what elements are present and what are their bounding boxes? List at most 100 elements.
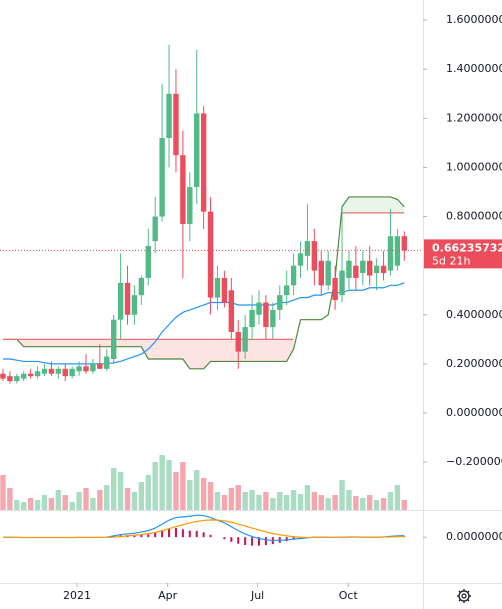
- candle-body: [166, 93, 172, 138]
- cloud: [51, 339, 59, 347]
- volume-bar: [131, 492, 138, 510]
- candle-body: [325, 260, 331, 286]
- candle-body: [242, 327, 248, 352]
- cloud: [196, 339, 204, 369]
- volume-bar: [297, 494, 304, 510]
- cloud: [265, 339, 273, 362]
- cloud: [259, 339, 266, 362]
- volume-bar: [7, 488, 13, 510]
- candle-body: [110, 319, 117, 359]
- volume-bar: [34, 500, 41, 510]
- candle-body: [360, 260, 366, 274]
- candle-body: [152, 216, 158, 242]
- candle-body: [27, 373, 34, 377]
- cloud: [203, 339, 211, 369]
- candle-body: [277, 295, 283, 310]
- cloud: [127, 339, 135, 347]
- candle-body: [159, 137, 165, 217]
- cloud: [141, 339, 149, 359]
- cloud: [252, 339, 260, 362]
- volume-bar: [311, 492, 318, 510]
- candle-body: [90, 363, 96, 372]
- candle-body: [290, 265, 297, 286]
- volume-bar: [27, 498, 34, 510]
- histogram-bar: [244, 537, 247, 546]
- candle-body: [41, 368, 48, 374]
- candle-body: [373, 265, 380, 274]
- volume-bar: [235, 485, 241, 510]
- volume-bar: [387, 492, 394, 510]
- volume-bar: [304, 485, 311, 510]
- volume-bar: [145, 475, 151, 510]
- cloud: [390, 196, 398, 213]
- cloud: [23, 339, 31, 347]
- candle-body: [0, 373, 6, 379]
- histogram-bar: [202, 532, 205, 538]
- histogram-bar: [264, 537, 267, 546]
- volume-bar: [394, 485, 401, 510]
- countdown: 5d 21h: [432, 254, 470, 267]
- cloud: [169, 339, 176, 359]
- candle-body: [55, 368, 62, 374]
- cloud: [44, 339, 52, 347]
- candle-body: [76, 366, 82, 372]
- histogram-bar: [112, 535, 115, 538]
- volume-bar: [277, 492, 283, 510]
- volume-bar: [242, 492, 248, 510]
- volume-bar: [159, 455, 165, 510]
- candle-body: [138, 277, 145, 296]
- cloud: [79, 339, 87, 347]
- volume-bar: [332, 495, 338, 510]
- histogram-bar: [154, 532, 157, 538]
- y-tick-label: 0.00000000: [446, 530, 502, 543]
- candle-body: [62, 368, 68, 377]
- y-tick-label: −0.20000000: [446, 455, 502, 468]
- cloud: [362, 196, 370, 213]
- candle-body: [131, 295, 138, 315]
- volume-bar: [346, 490, 352, 510]
- volume-bar: [339, 480, 345, 510]
- candle-body: [34, 371, 41, 377]
- cloud: [279, 339, 287, 362]
- y-tick-label: 1.40000000: [446, 62, 502, 75]
- x-tick-label: 2021: [63, 589, 91, 602]
- last-price-label: 0.66235732: [432, 241, 502, 254]
- x-tick-label: Oct: [339, 589, 359, 602]
- volume-bar: [318, 495, 324, 510]
- cloud: [99, 339, 107, 347]
- cloud: [383, 196, 391, 213]
- histogram-bar: [147, 534, 150, 538]
- cloud: [286, 339, 294, 362]
- volume-bar: [180, 462, 186, 510]
- candle-body: [145, 246, 151, 278]
- x-tick-label: Jul: [250, 589, 264, 602]
- candle-body: [367, 260, 373, 276]
- candle-body: [270, 309, 276, 328]
- volume-bar: [283, 495, 290, 510]
- volume-bar: [194, 470, 200, 510]
- volume-bar: [249, 490, 255, 510]
- volume-bar: [401, 500, 408, 510]
- volume-bar: [55, 490, 62, 510]
- histogram-bar: [251, 537, 254, 546]
- candle-body: [194, 113, 200, 188]
- histogram-bar: [188, 530, 191, 538]
- cloud: [272, 339, 280, 362]
- candle-body: [394, 236, 401, 266]
- candle-body: [283, 285, 290, 296]
- volume-bar: [166, 460, 172, 510]
- volume-bar: [21, 502, 27, 510]
- volume-bar: [221, 495, 228, 510]
- candle-body: [7, 376, 13, 382]
- volume-bar: [138, 482, 145, 510]
- histogram-bar: [161, 530, 164, 538]
- cloud: [30, 339, 38, 347]
- cloud: [189, 339, 197, 369]
- candle-body: [380, 265, 387, 274]
- histogram-bar: [195, 530, 198, 538]
- cloud: [182, 339, 190, 369]
- candle-body: [207, 211, 214, 298]
- volume-bar: [270, 498, 276, 510]
- volume-bar: [97, 490, 103, 510]
- settings-icon[interactable]: [457, 589, 471, 603]
